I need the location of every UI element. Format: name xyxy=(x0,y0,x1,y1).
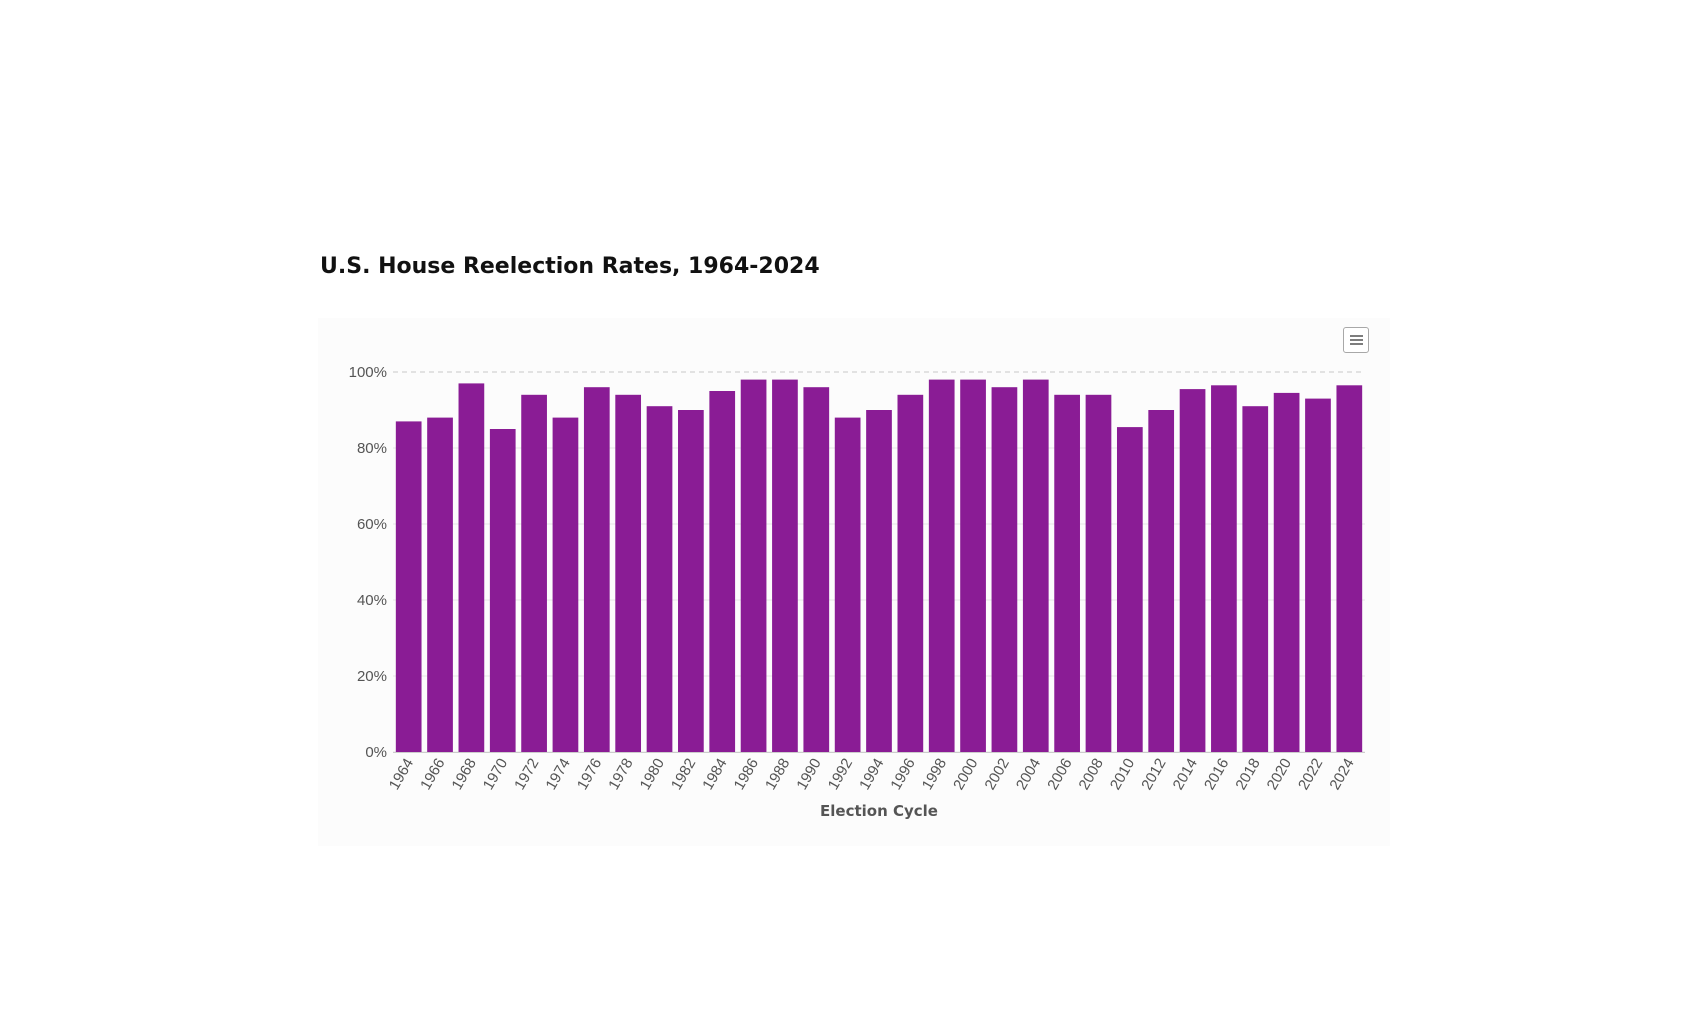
bar-1966[interactable] xyxy=(427,417,453,752)
x-tick-label: 2006 xyxy=(1044,756,1075,793)
bar-2006[interactable] xyxy=(1054,394,1080,752)
bar-2012[interactable] xyxy=(1148,410,1175,752)
bar-1972[interactable] xyxy=(521,394,547,752)
bar-2014[interactable] xyxy=(1179,389,1206,752)
chart-title: U.S. House Reelection Rates, 1964-2024 xyxy=(320,254,820,279)
bar-1976[interactable] xyxy=(583,387,610,752)
x-tick-label: 1994 xyxy=(856,756,887,793)
y-tick-label: 80% xyxy=(357,440,387,457)
bar-2008[interactable] xyxy=(1085,394,1112,752)
bar-1988[interactable] xyxy=(772,379,798,752)
bar-2002[interactable] xyxy=(991,387,1018,752)
bars xyxy=(395,379,1363,752)
bar-2000[interactable] xyxy=(960,379,986,752)
x-axis-ticks: 1964 1966 1968 1970 1972 1974 1976 1978 1980 1982… xyxy=(386,756,1358,793)
x-tick-label: 1968 xyxy=(448,756,479,793)
x-tick-label: 2024 xyxy=(1326,756,1357,793)
x-tick-label: 1978 xyxy=(605,756,636,793)
bar-2004[interactable] xyxy=(1022,379,1049,752)
bar-2022[interactable] xyxy=(1305,398,1331,752)
x-tick-label: 1980 xyxy=(637,756,668,793)
y-tick-label: 60% xyxy=(357,516,387,533)
bar-2020[interactable] xyxy=(1273,392,1300,752)
bar-2024[interactable] xyxy=(1336,385,1363,752)
x-tick-label: 1964 xyxy=(386,756,417,793)
bar-1968[interactable] xyxy=(458,383,485,752)
x-tick-label: 1990 xyxy=(793,756,824,793)
x-tick-label: 2016 xyxy=(1201,756,1232,793)
bar-2016[interactable] xyxy=(1211,385,1237,752)
bar-2010[interactable] xyxy=(1116,427,1143,752)
bar-2018[interactable] xyxy=(1242,406,1269,752)
x-tick-label: 2010 xyxy=(1107,756,1138,793)
x-tick-label: 2008 xyxy=(1076,756,1107,793)
y-tick-label: 0% xyxy=(365,744,387,761)
x-tick-label: 1988 xyxy=(762,756,793,793)
x-tick-label: 2022 xyxy=(1295,756,1326,793)
x-axis-title: Election Cycle xyxy=(820,802,938,820)
bar-1996[interactable] xyxy=(897,394,924,752)
bar-1992[interactable] xyxy=(834,417,861,752)
x-tick-label: 2012 xyxy=(1138,756,1169,793)
x-tick-label: 1976 xyxy=(574,756,605,793)
x-tick-label: 1972 xyxy=(511,756,542,793)
bar-1984[interactable] xyxy=(709,391,736,752)
x-tick-label: 2014 xyxy=(1170,756,1201,793)
x-tick-label: 1982 xyxy=(668,756,699,793)
y-axis-ticks: 0% 20% 40% 60% 80% 100% xyxy=(349,364,387,761)
x-tick-label: 1986 xyxy=(731,756,762,793)
bar-1986[interactable] xyxy=(740,379,767,752)
bar-1980[interactable] xyxy=(646,406,673,752)
x-tick-label: 1966 xyxy=(417,756,448,793)
y-tick-label: 20% xyxy=(357,668,387,685)
x-tick-label: 1970 xyxy=(480,756,511,793)
bar-1964[interactable] xyxy=(395,421,422,752)
bar-1978[interactable] xyxy=(615,394,642,752)
x-tick-label: 1998 xyxy=(919,756,950,793)
x-tick-label: 1984 xyxy=(699,756,730,793)
bar-1974[interactable] xyxy=(552,417,579,752)
x-tick-label: 1996 xyxy=(887,756,918,793)
x-tick-label: 2020 xyxy=(1264,756,1295,793)
bar-1998[interactable] xyxy=(928,379,955,752)
x-tick-label: 1992 xyxy=(825,756,856,793)
bar-1994[interactable] xyxy=(866,410,892,752)
x-tick-label: 2004 xyxy=(1013,756,1044,793)
bar-1970[interactable] xyxy=(489,429,516,752)
x-tick-label: 1974 xyxy=(543,756,574,793)
y-tick-label: 40% xyxy=(357,592,387,609)
y-tick-label: 100% xyxy=(349,364,387,381)
x-tick-label: 2000 xyxy=(950,756,981,793)
x-tick-label: 2002 xyxy=(981,756,1012,793)
chart-menu-button[interactable] xyxy=(1343,327,1369,353)
x-tick-label: 2018 xyxy=(1232,756,1263,793)
bar-1990[interactable] xyxy=(803,387,830,752)
bar-1982[interactable] xyxy=(678,410,704,752)
